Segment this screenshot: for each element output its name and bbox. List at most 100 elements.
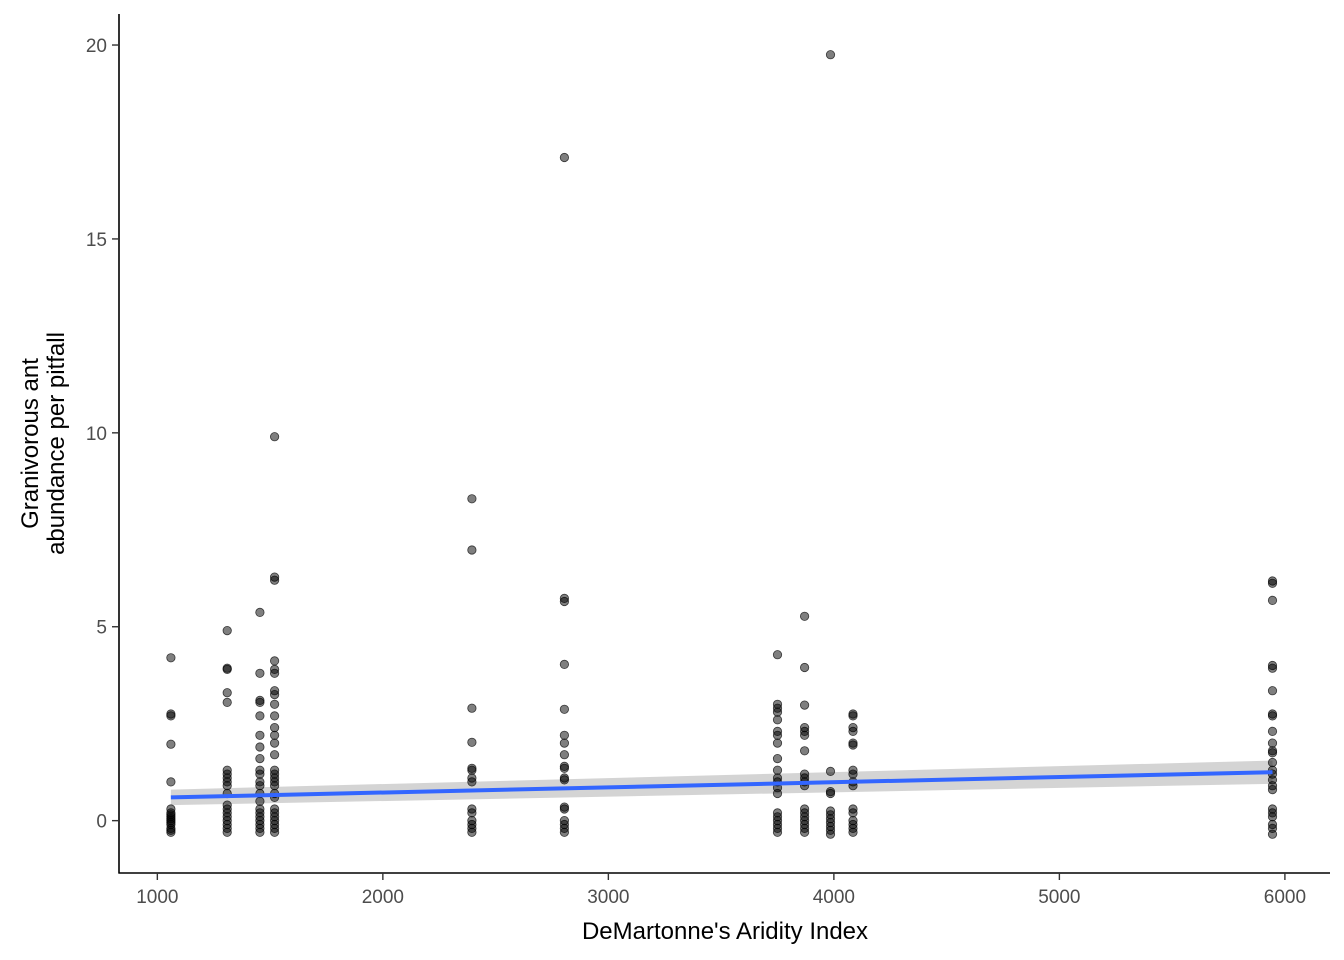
data-point bbox=[222, 800, 232, 810]
data-point bbox=[222, 697, 232, 708]
data-point bbox=[269, 572, 280, 582]
data-point bbox=[848, 722, 858, 733]
data-point bbox=[848, 765, 858, 775]
data-point bbox=[467, 763, 477, 773]
data-point bbox=[799, 700, 810, 710]
data-point bbox=[772, 765, 783, 775]
data-point bbox=[1267, 738, 1278, 748]
data-point bbox=[467, 545, 477, 555]
data-point bbox=[799, 611, 810, 621]
data-point bbox=[772, 773, 783, 783]
data-point bbox=[222, 765, 232, 775]
data-point bbox=[467, 773, 477, 783]
data-point bbox=[772, 650, 783, 660]
data-point bbox=[772, 726, 783, 737]
x-tick-label: 2000 bbox=[362, 887, 404, 908]
data-point bbox=[825, 806, 836, 816]
x-tick-label: 1000 bbox=[136, 887, 178, 908]
data-point bbox=[255, 742, 265, 752]
data-point bbox=[166, 739, 176, 749]
data-point bbox=[166, 777, 176, 787]
data-point bbox=[269, 750, 280, 760]
data-point bbox=[848, 709, 858, 719]
data-point bbox=[772, 738, 783, 748]
data-point bbox=[467, 804, 477, 814]
data-point bbox=[467, 737, 477, 747]
data-point bbox=[255, 668, 265, 678]
data-point bbox=[467, 703, 477, 713]
data-point bbox=[255, 695, 265, 706]
points-layer bbox=[166, 50, 1278, 839]
data-point bbox=[559, 773, 570, 783]
data-point bbox=[825, 786, 836, 797]
data-point bbox=[1267, 804, 1278, 814]
data-point bbox=[269, 664, 280, 675]
data-point bbox=[799, 662, 810, 673]
data-point bbox=[1267, 746, 1278, 756]
y-tick-label: 15 bbox=[86, 230, 107, 251]
data-point bbox=[559, 152, 570, 163]
data-point bbox=[772, 753, 783, 764]
trend-line-layer bbox=[170, 770, 1273, 800]
data-point bbox=[559, 659, 570, 670]
data-point bbox=[559, 738, 570, 748]
y-tick-label: 20 bbox=[86, 36, 107, 57]
x-tick-label: 6000 bbox=[1264, 887, 1306, 908]
x-axis-title: DeMartonne's Aridity Index bbox=[582, 918, 868, 945]
x-tick-label: 4000 bbox=[813, 887, 855, 908]
data-point bbox=[222, 663, 232, 673]
data-point bbox=[166, 653, 176, 663]
data-point bbox=[255, 777, 265, 787]
data-point bbox=[848, 804, 858, 814]
data-point bbox=[255, 730, 265, 740]
data-point bbox=[269, 722, 280, 733]
data-point bbox=[222, 688, 232, 698]
data-point bbox=[772, 808, 783, 818]
data-point bbox=[255, 804, 265, 814]
data-point bbox=[255, 753, 265, 764]
data-point bbox=[1267, 576, 1278, 586]
data-point bbox=[467, 494, 477, 504]
data-point bbox=[848, 815, 858, 826]
trend-line bbox=[170, 770, 1273, 800]
data-point bbox=[255, 765, 265, 775]
data-point bbox=[1267, 660, 1278, 671]
data-point bbox=[269, 711, 280, 721]
data-point bbox=[255, 607, 265, 618]
data-point bbox=[269, 432, 280, 442]
data-point bbox=[269, 656, 280, 666]
data-point bbox=[222, 625, 232, 636]
data-point bbox=[1267, 686, 1278, 696]
data-point bbox=[559, 593, 570, 604]
x-tick-label: 5000 bbox=[1038, 887, 1080, 908]
data-point bbox=[166, 709, 176, 719]
data-point bbox=[1267, 726, 1278, 737]
data-point bbox=[255, 711, 265, 721]
data-point bbox=[269, 738, 280, 748]
data-point bbox=[825, 766, 836, 777]
y-axis-title-line: Granivorous ant bbox=[17, 358, 44, 529]
y-tick-label: 5 bbox=[96, 618, 107, 639]
axes-layer: 1000 2000 3000 4000 5000 6000 0 5 10 15 20 bbox=[86, 14, 1330, 908]
y-tick-label: 0 bbox=[96, 812, 107, 833]
data-point bbox=[166, 825, 176, 835]
data-point bbox=[269, 686, 280, 696]
data-point bbox=[799, 769, 810, 779]
data-point bbox=[269, 699, 280, 709]
data-point bbox=[1267, 595, 1278, 606]
data-point bbox=[772, 699, 783, 709]
data-point bbox=[255, 796, 265, 806]
data-point bbox=[166, 810, 176, 820]
data-point bbox=[1267, 757, 1278, 768]
data-point bbox=[772, 715, 783, 725]
data-point bbox=[269, 765, 280, 775]
data-point bbox=[269, 730, 280, 740]
y-axis-title: Granivorous antabundance per pitfall bbox=[17, 332, 70, 555]
y-tick-label: 10 bbox=[86, 424, 107, 445]
data-point bbox=[467, 815, 477, 826]
data-point bbox=[1267, 819, 1278, 830]
data-point bbox=[825, 50, 836, 60]
data-point bbox=[799, 722, 810, 733]
data-point bbox=[559, 704, 570, 714]
